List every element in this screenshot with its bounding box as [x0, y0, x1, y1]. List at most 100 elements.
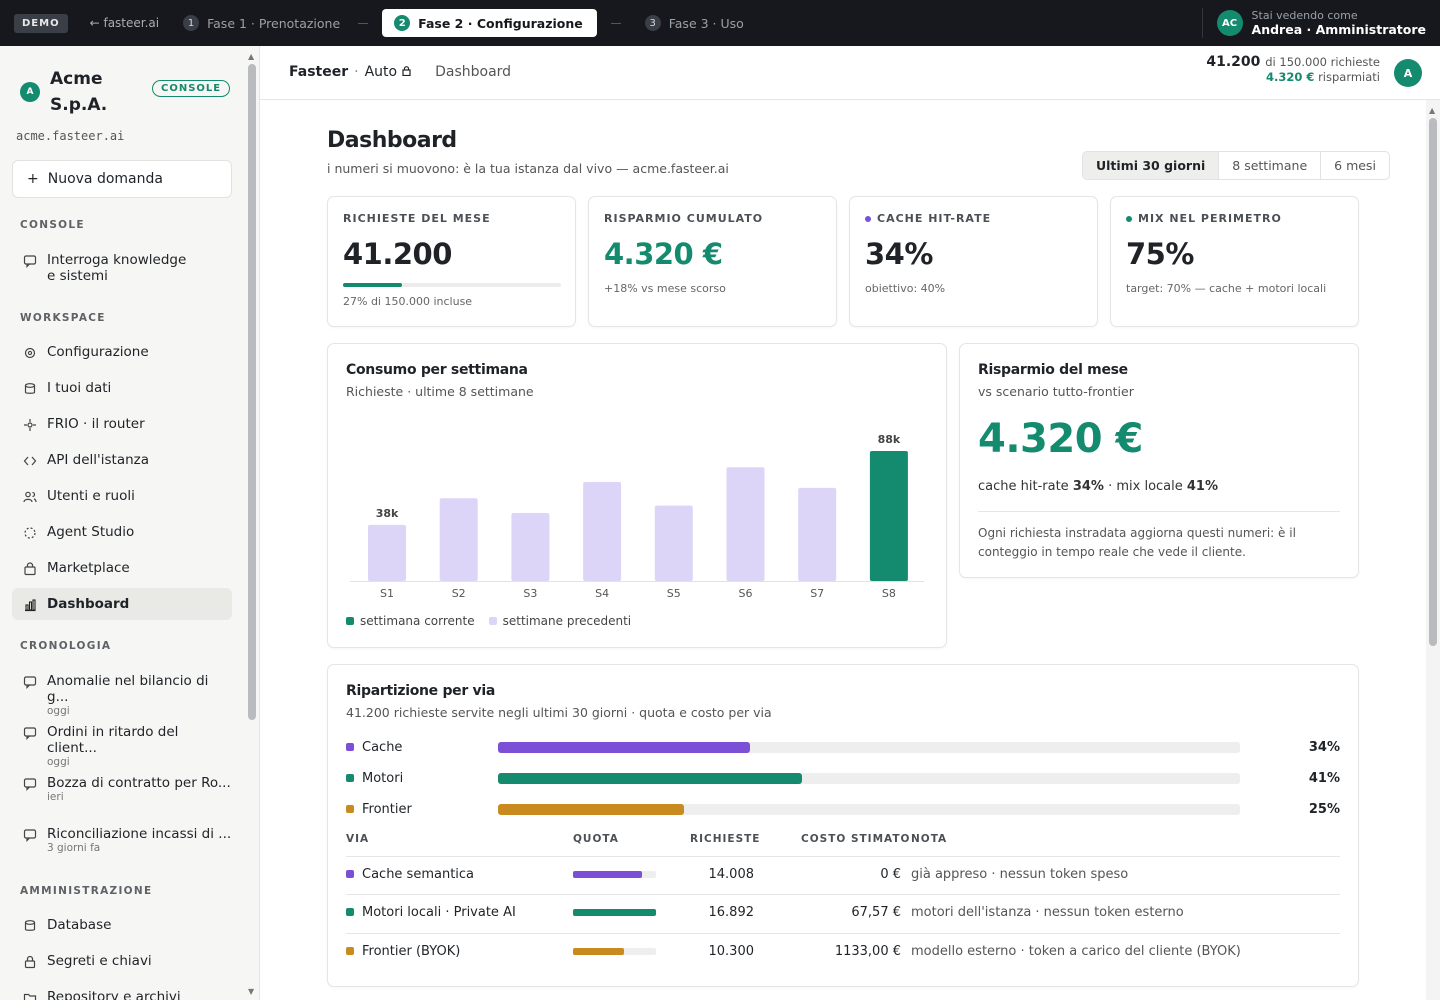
- sidebar-item-marketplace[interactable]: Marketplace: [12, 560, 232, 577]
- org-avatar: A: [20, 82, 40, 102]
- sparkle-icon: [22, 525, 38, 541]
- viewer-name: Andrea · Amministratore: [1251, 22, 1426, 37]
- step-2[interactable]: 2 Fase 2 · Configurazione: [382, 9, 597, 37]
- org-name: Acme S.p.A.: [50, 69, 108, 115]
- col-quota: QUOTA: [573, 833, 619, 845]
- chat-icon: [22, 253, 38, 269]
- user-avatar[interactable]: A: [1394, 59, 1422, 87]
- sidebar-item-configurazione[interactable]: Configurazione: [12, 344, 232, 361]
- back-link[interactable]: ← fasteer.ai: [89, 16, 160, 30]
- savings-card: Risparmio del mese vs scenario tutto-fro…: [959, 343, 1359, 578]
- database-icon: [22, 918, 38, 934]
- sidebar-item-utenti[interactable]: Utenti e ruoli: [12, 488, 232, 505]
- share-bar: [498, 803, 1240, 815]
- scrollbar-thumb[interactable]: [1429, 118, 1437, 646]
- demo-badge: DEMO: [14, 13, 68, 33]
- col-costo: COSTO STIMATO: [801, 833, 911, 845]
- folder-icon: [22, 990, 38, 1000]
- step-3[interactable]: 3 Fase 3 · Uso: [644, 15, 744, 31]
- sidebar-item-segreti[interactable]: Segreti e chiavi: [12, 953, 232, 970]
- col-via: VIA: [346, 833, 370, 845]
- route-row-motori: Motori 41%: [346, 771, 1340, 786]
- scroll-down-icon[interactable]: ▼: [248, 987, 255, 996]
- tick-label-S7: S7: [810, 587, 824, 600]
- range-6-months[interactable]: 6 mesi: [1320, 152, 1389, 179]
- bar-S2: [439, 498, 478, 581]
- section-workspace: WORKSPACE: [20, 312, 106, 324]
- table-row: Cache semantica 14.008 0 € già appreso ·…: [346, 865, 1340, 885]
- bar-S1: [368, 524, 406, 581]
- weekly-bar-chart: S1 38k S2 S3 S4 S5 S6 S7 S8 88k: [350, 433, 924, 600]
- sidebar-scrollbar[interactable]: ▲ ▼: [244, 46, 260, 1000]
- share-fill: [498, 803, 684, 815]
- kpi-card-mix: MIX NEL PERIMETRO 75% target: 70% — cach…: [1110, 196, 1359, 327]
- chat-icon: [22, 776, 38, 792]
- kpi-value: 75%: [1126, 237, 1194, 271]
- new-question-button[interactable]: + Nuova domanda: [12, 160, 232, 198]
- main-scrollbar[interactable]: ▲: [1426, 100, 1440, 1000]
- breadcrumb-page: Dashboard: [435, 64, 512, 80]
- history-item[interactable]: Anomalie nel bilancio di g... oggi: [12, 673, 232, 718]
- sidebar-item-database[interactable]: Database: [12, 917, 232, 934]
- viewer-switcher[interactable]: AC Stai vedendo come Andrea · Amministra…: [1201, 8, 1426, 38]
- tick-label-S5: S5: [667, 587, 681, 600]
- route-row-cache: Cache 34%: [346, 740, 1340, 755]
- col-nota: NOTA: [911, 833, 948, 845]
- share-bar: [498, 772, 1240, 784]
- lock-icon: [402, 65, 411, 79]
- org-header: A Acme S.p.A.: [20, 66, 130, 118]
- section-console: CONSOLE: [20, 219, 85, 231]
- kpi-card-requests: RICHIESTE DEL MESE 41.200 27% di 150.000…: [327, 196, 576, 327]
- range-8-weeks[interactable]: 8 settimane: [1218, 152, 1320, 179]
- kpi-value: 4.320 €: [604, 237, 723, 271]
- sidebar-item-repository[interactable]: Repository e archivi: [12, 989, 232, 1000]
- scrollbar-thumb[interactable]: [248, 64, 256, 720]
- plus-icon: +: [27, 171, 39, 187]
- history-item[interactable]: Bozza di contratto per Ro... ieri: [12, 775, 232, 804]
- quota-bar: [573, 948, 656, 955]
- section-admin: AMMINISTRAZIONE: [20, 885, 153, 897]
- page-title: Dashboard: [327, 128, 457, 153]
- top-bar: DEMO ← fasteer.ai 1 Fase 1 · Prenotazione…: [0, 0, 1440, 46]
- tick-label-S4: S4: [595, 587, 609, 600]
- table-divider: [346, 933, 1340, 934]
- sidebar-item-interroga[interactable]: Interroga knowledge e sistemi: [12, 252, 232, 284]
- sidebar-item-dashboard[interactable]: Dashboard: [12, 588, 232, 620]
- usage-summary: 41.200 di 150.000 richieste 4.320 € risp…: [1206, 54, 1380, 84]
- page-subtitle: i numeri si muovono: è la tua istanza da…: [327, 161, 729, 176]
- bar-S7: [798, 487, 837, 581]
- legend-swatch-current: [346, 617, 354, 625]
- data-label-S1: 38k: [376, 507, 399, 520]
- step-1[interactable]: 1 Fase 1 · Prenotazione: [183, 15, 340, 31]
- chart-subtitle: Richieste · ultime 8 settimane: [346, 384, 534, 399]
- table-row: Frontier (BYOK) 10.300 1133,00 € modello…: [346, 942, 1340, 962]
- quota-bar: [573, 909, 656, 916]
- chart-title: Consumo per settimana: [346, 362, 528, 378]
- sidebar-item-api[interactable]: API dell'istanza: [12, 452, 232, 469]
- sidebar-item-dati[interactable]: I tuoi dati: [12, 380, 232, 397]
- table-divider: [346, 856, 1340, 857]
- status-dot: [1126, 215, 1132, 222]
- data-label-S8: 88k: [878, 433, 901, 446]
- range-30-days[interactable]: Ultimi 30 giorni: [1083, 152, 1219, 179]
- brand-name: Fasteer: [289, 64, 349, 80]
- range-selector: Ultimi 30 giorni 8 settimane 6 mesi: [1082, 151, 1390, 180]
- chart-legend: settimana corrente settimane precedenti: [346, 614, 631, 628]
- scroll-up-icon[interactable]: ▲: [248, 52, 255, 61]
- history-item[interactable]: Ordini in ritardo del client... oggi: [12, 724, 232, 769]
- bar-S3: [511, 513, 550, 581]
- bag-icon: [22, 561, 38, 577]
- bar-S5: [654, 505, 693, 581]
- progress-fill: [343, 283, 402, 287]
- sidebar-item-frio[interactable]: FRIO · il router: [12, 416, 232, 433]
- share-fill: [498, 772, 803, 784]
- sidebar: A Acme S.p.A. CONSOLE acme.fasteer.ai + N…: [0, 46, 244, 1000]
- mode-selector[interactable]: Auto: [364, 64, 398, 80]
- history-item[interactable]: Riconciliazione incassi di ... 3 giorni f…: [12, 826, 232, 855]
- col-richieste: RICHIESTE: [690, 833, 761, 845]
- scroll-up-icon[interactable]: ▲: [1429, 106, 1436, 115]
- share-bar: [498, 741, 1240, 753]
- table-row: Motori locali · Private AI 16.892 67,57 …: [346, 903, 1340, 923]
- sidebar-item-agent-studio[interactable]: Agent Studio: [12, 524, 232, 541]
- table-divider: [346, 894, 1340, 895]
